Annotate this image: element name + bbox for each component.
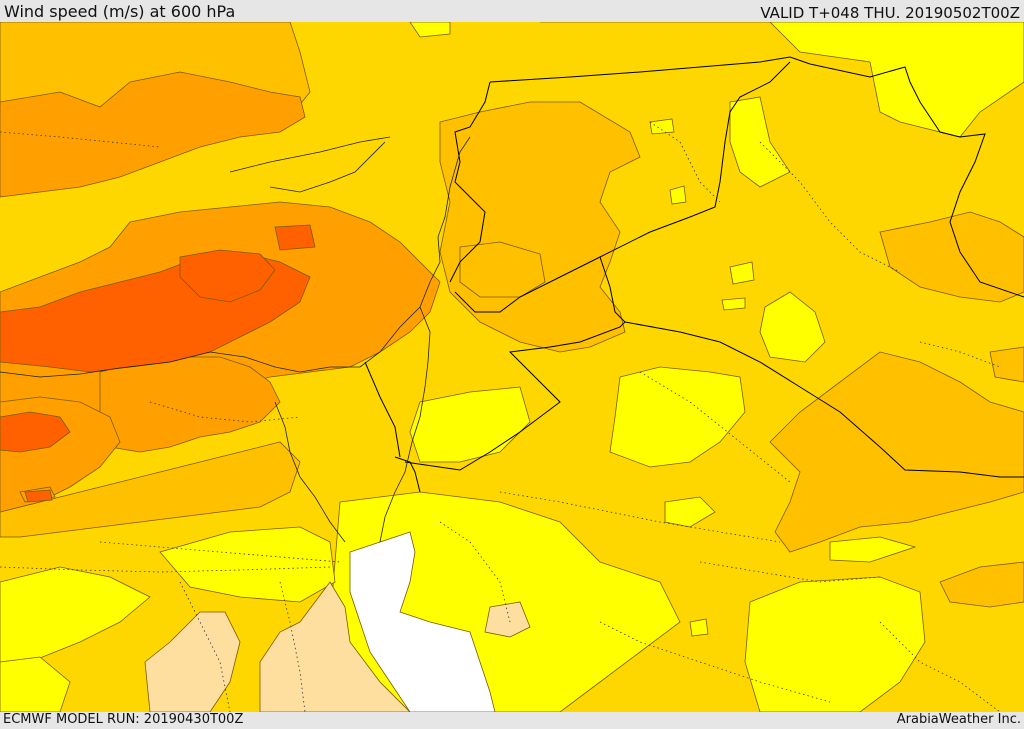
country-borders — [364, 56, 1024, 493]
dark-orange-regions — [0, 224, 316, 503]
no-data-regions — [349, 531, 496, 712]
provider-label: ArabiaWeather Inc. — [896, 712, 1021, 727]
model-run-label: ECMWF MODEL RUN: 20190430T00Z — [3, 712, 244, 727]
tan-regions — [144, 581, 531, 712]
valid-time-label: VALID T+048 THU. 20190502T00Z — [760, 4, 1020, 22]
wind-speed-map — [0, 22, 1024, 712]
internal-borders — [0, 121, 1001, 712]
coastlines — [0, 136, 471, 543]
map-canvas — [0, 22, 1024, 712]
footer-bar: ECMWF MODEL RUN: 20190430T00Z ArabiaWeat… — [0, 712, 1024, 729]
map-title: Wind speed (m/s) at 600 hPa — [4, 2, 236, 21]
header-bar: Wind speed (m/s) at 600 hPa VALID T+048 … — [0, 0, 1024, 22]
